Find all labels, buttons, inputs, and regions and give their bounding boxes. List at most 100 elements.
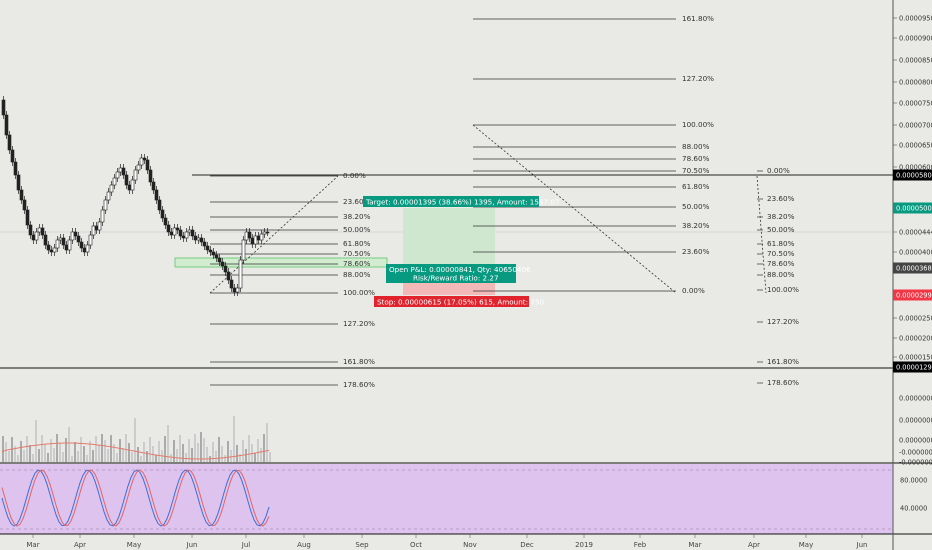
- volume-bar: [224, 455, 226, 462]
- candle-body: [139, 157, 144, 166]
- price-tick-label: 0.00006500: [899, 142, 932, 150]
- candle-body: [253, 235, 258, 245]
- volume-bar: [62, 452, 64, 462]
- time-tick-label: Dec: [520, 541, 534, 549]
- volume-bar: [263, 434, 265, 462]
- candlesticks: [1, 96, 270, 296]
- fib-level-label: 100.00%: [767, 285, 799, 294]
- candle-body: [64, 244, 69, 251]
- volume-bar: [230, 450, 232, 462]
- target-label[interactable]: Target: 0.00001395 (38.66%) 1395, Amount…: [363, 196, 560, 207]
- candle-body: [13, 161, 18, 176]
- volume-bar: [173, 440, 175, 462]
- volume-bar: [116, 453, 118, 462]
- fib-level-label: 127.20%: [767, 317, 799, 326]
- fib-level-label: 61.80%: [767, 239, 795, 248]
- time-axis[interactable]: Mar Apr May Jun Jul Aug Sep Oct Nov Dec 2019 Feb Mar…: [26, 534, 867, 549]
- volume-bar: [98, 445, 100, 462]
- volume-bar: [248, 435, 250, 462]
- candle-body: [190, 229, 195, 237]
- volume-bar: [47, 453, 49, 462]
- price-badge-label: 0.00002993: [896, 292, 932, 300]
- price-tick-label: 0.00008500: [899, 57, 932, 65]
- target-label-text: Target: 0.00001395 (38.66%) 1395, Amount…: [365, 198, 560, 207]
- candle-body: [34, 231, 39, 241]
- fib-level-label: 100.00%: [343, 288, 375, 297]
- candle-body: [208, 249, 213, 253]
- time-tick-label: Jun: [186, 541, 198, 549]
- open-pnl-label[interactable]: Open P&L: 0.00000841, Qty: 40650406 Risk…: [386, 264, 531, 283]
- fib-level-label: 23.60%: [682, 247, 710, 256]
- volume-bar: [23, 450, 25, 462]
- candle-body: [46, 244, 51, 251]
- price-badge: [893, 169, 932, 181]
- price-tick-label: 0.00007000: [899, 122, 932, 130]
- candle-body: [247, 231, 252, 239]
- candle-body: [25, 209, 30, 226]
- fib-level-label: 70.50%: [767, 249, 795, 258]
- volume-bar: [227, 441, 229, 462]
- candle-body: [10, 149, 15, 163]
- fib-extension-mid[interactable]: 161.80% 127.20% 100.00% 88.00% 78.60% 70.50% 6…: [473, 14, 714, 295]
- fib-level-label: 78.60%: [682, 154, 710, 163]
- volume-bar: [119, 439, 121, 462]
- fib-level-label: 0.00%: [682, 286, 705, 295]
- price-tick-label: 0.00004000: [899, 249, 932, 257]
- candle-body: [187, 229, 192, 233]
- candle-body: [178, 229, 183, 237]
- candle-body: [256, 235, 261, 241]
- fib-retracement-left[interactable]: 0.00% 23.60% 38.20% 50.00% 61.80%70.50%78.60…: [210, 171, 375, 389]
- fib-level-label: 127.20%: [343, 319, 375, 328]
- fib-level-label: 178.60%: [343, 380, 375, 389]
- candle-body: [100, 209, 105, 223]
- candle-body: [145, 159, 150, 171]
- volume-bar: [143, 442, 145, 462]
- fib-level-label: 50.00%: [767, 225, 795, 234]
- entry-zone-rectangle[interactable]: [174, 257, 388, 268]
- price-badge-label: 0.00001298: [896, 364, 932, 372]
- candle-body: [115, 171, 120, 179]
- volume-bar: [38, 449, 40, 462]
- volume-bar: [155, 455, 157, 462]
- candle-body: [82, 247, 87, 253]
- volume-bar: [71, 456, 73, 462]
- volume-axis: 0.00000000 0.00000000 0.00000000 -0.0000000…: [899, 395, 932, 467]
- volume-bar: [203, 438, 205, 462]
- fib-level-label: 161.80%: [767, 357, 799, 366]
- candle-body: [259, 233, 264, 241]
- risk-reward-text: Risk/Reward Ratio: 2.27: [413, 274, 499, 283]
- open-pnl-box: [386, 264, 516, 283]
- stop-label-text: Stop: 0.00000615 (17.05%) 615, Amount: 7…: [377, 298, 544, 307]
- fib-level-label: 61.80%: [682, 182, 710, 191]
- candle-body: [157, 199, 162, 211]
- volume-bar: [14, 446, 16, 462]
- volume-bar: [215, 451, 217, 462]
- fib-level-label: 161.80%: [343, 357, 375, 366]
- trend-line-right[interactable]: [756, 175, 767, 294]
- candle-body: [220, 261, 225, 267]
- price-tick-label: 0.00006000: [899, 164, 932, 172]
- volume-bar: [251, 444, 253, 462]
- candle-body: [193, 235, 198, 241]
- candle-body: [226, 271, 231, 281]
- price-tick-label: 0.00002500: [899, 315, 932, 323]
- stop-label[interactable]: Stop: 0.00000615 (17.05%) 615, Amount: 7…: [374, 296, 544, 307]
- fib-level-label: 178.60%: [767, 378, 799, 387]
- price-axis[interactable]: 0.00009500 0.00009000 0.00008500 0.00008000…: [893, 15, 932, 373]
- open-pnl-text: Open P&L: 0.00000841, Qty: 40650406: [389, 265, 531, 274]
- volume-bar: [107, 449, 109, 462]
- volume-bar: [2, 436, 4, 462]
- volume-bar: [164, 436, 166, 462]
- volume-bar: [56, 434, 58, 462]
- candle-body: [22, 199, 27, 211]
- volume-bar: [44, 444, 46, 462]
- fib-level-label: 61.80%: [343, 239, 371, 248]
- volume-bar: [77, 451, 79, 462]
- volume-bar: [158, 441, 160, 462]
- fib-retracement-right[interactable]: 0.00%23.60%38.20%50.00%61.80%70.50%78.60…: [192, 166, 893, 387]
- fib-level-label: 23.60%: [343, 197, 371, 206]
- trend-line-left[interactable]: [209, 175, 339, 294]
- candle-body: [223, 265, 228, 273]
- candle-body: [232, 287, 237, 293]
